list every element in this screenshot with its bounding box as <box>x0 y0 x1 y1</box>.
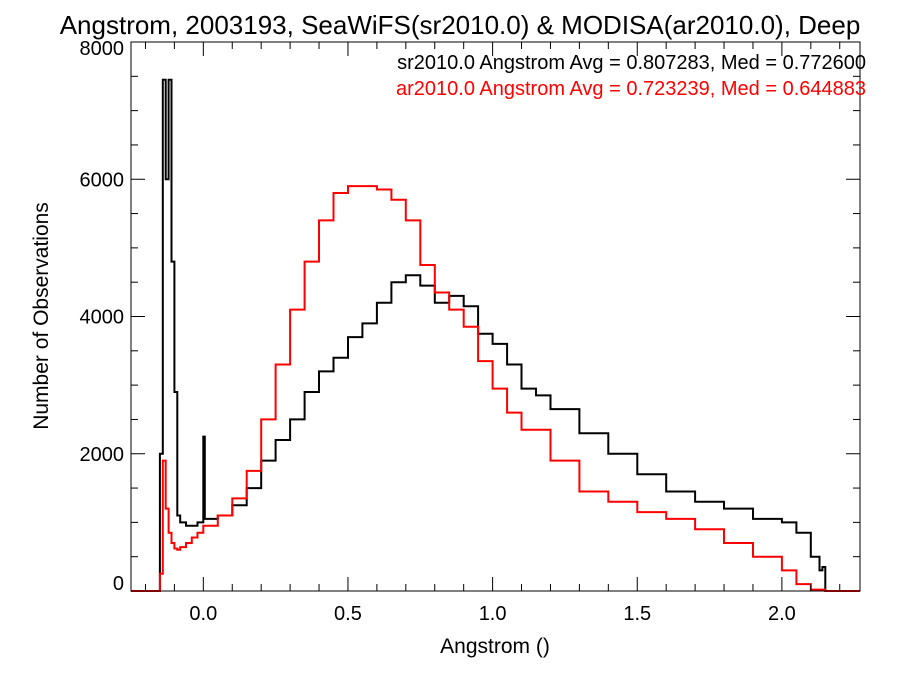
y-tick-label: 8000 <box>80 38 125 60</box>
x-tick-label: 2.0 <box>768 603 796 625</box>
stats-annotation-2: ar2010.0 Angstrom Avg = 0.723239, Med = … <box>396 78 866 100</box>
chart-title: Angstrom, 2003193, SeaWiFS(sr2010.0) & M… <box>60 10 861 40</box>
y-tick-label: 2000 <box>80 444 125 466</box>
x-tick-label: 0.0 <box>189 603 217 625</box>
series-ar2010-line <box>131 185 860 592</box>
stats-annotation-1: sr2010.0 Angstrom Avg = 0.807283, Med = … <box>397 52 866 74</box>
y-tick-label: 4000 <box>80 307 125 329</box>
y-axis: 0 2000 4000 6000 8000 <box>80 38 860 595</box>
x-tick-label: 1.0 <box>479 603 507 625</box>
plot-area <box>131 78 860 592</box>
annotations: sr2010.0 Angstrom Avg = 0.807283, Med = … <box>396 52 866 100</box>
x-axis-label: Angstrom () <box>440 635 550 658</box>
x-tick-label: 1.5 <box>623 603 651 625</box>
y-tick-label: 6000 <box>80 169 125 191</box>
y-axis-label: Number of Observations <box>30 202 53 430</box>
x-axis: 0.0 0.5 1.0 1.5 2.0 <box>144 42 841 625</box>
series-sr2010-line <box>131 78 860 592</box>
x-tick-label: 0.5 <box>334 603 362 625</box>
y-tick-label: 0 <box>113 573 124 595</box>
